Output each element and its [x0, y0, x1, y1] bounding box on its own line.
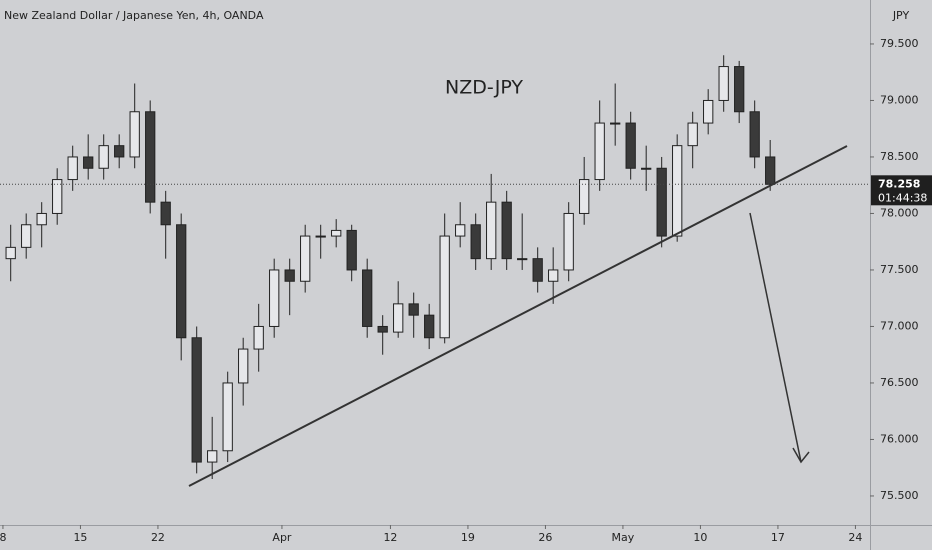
- x-tick-label: 8: [0, 531, 6, 544]
- candle-body: [145, 111, 156, 203]
- plot: [0, 55, 870, 480]
- arrow-shaft: [749, 212, 802, 463]
- candle-body: [641, 167, 652, 170]
- candle-body: [269, 269, 280, 327]
- candle-body: [501, 201, 512, 260]
- candle-body: [656, 167, 667, 237]
- arrow-head: [792, 447, 810, 464]
- candle-body: [191, 337, 202, 463]
- candle-body: [455, 224, 466, 237]
- candle-body: [470, 224, 481, 260]
- candle-body: [563, 212, 574, 271]
- candle-body: [672, 145, 683, 237]
- candle-body: [594, 122, 605, 181]
- candle-body: [687, 122, 698, 147]
- x-tick-label: 24: [848, 531, 862, 544]
- candle-body: [331, 229, 342, 237]
- trend-line: [188, 145, 848, 487]
- candle-body: [238, 348, 249, 384]
- candle-body: [579, 179, 590, 214]
- candle-body: [36, 212, 47, 226]
- candle-body: [718, 66, 729, 101]
- x-tick-label: 17: [771, 531, 785, 544]
- y-tick-label: 77.000: [880, 319, 919, 332]
- last-price-box: [871, 175, 932, 206]
- candle-body: [207, 450, 218, 463]
- symbol-annotation: NZD-JPY: [445, 77, 523, 99]
- candle-body: [129, 111, 140, 158]
- candle-body: [176, 224, 187, 339]
- x-tick-label: 19: [461, 531, 475, 544]
- y-tick-label: 75.500: [880, 489, 919, 502]
- candle-body: [253, 325, 264, 350]
- y-tick-label: 79.500: [880, 37, 919, 50]
- candle-body: [67, 156, 78, 181]
- candle-body: [734, 66, 745, 113]
- candle-body: [83, 156, 94, 169]
- x-tick-label: May: [612, 531, 635, 544]
- candle-body: [749, 111, 760, 158]
- y-tick-label: 79.000: [880, 93, 919, 106]
- x-tick-label: Apr: [272, 531, 292, 544]
- candle-body: [703, 99, 714, 124]
- candle-body: [98, 145, 109, 169]
- y-tick-label: 78.500: [880, 150, 919, 163]
- candle-body: [625, 122, 636, 169]
- x-tick-label: 15: [73, 531, 87, 544]
- y-tick-label: 76.000: [880, 432, 919, 445]
- y-tick-label: 78.000: [880, 206, 919, 219]
- candle-body: [517, 258, 528, 261]
- candle-body: [548, 269, 559, 282]
- candle-body: [439, 235, 450, 339]
- candle-body: [424, 314, 435, 339]
- candle-body: [486, 201, 497, 260]
- x-tick-label: 10: [693, 531, 707, 544]
- y-tick-label: 77.500: [880, 263, 919, 276]
- x-tick-label: 22: [151, 531, 165, 544]
- countdown-label: 01:44:38: [878, 191, 927, 204]
- candle-body: [222, 382, 233, 452]
- candle-body: [393, 303, 404, 333]
- candle-body: [315, 235, 326, 238]
- currency-label: JPY: [892, 9, 910, 22]
- candle-body: [160, 201, 171, 226]
- x-tick-label: 12: [383, 531, 397, 544]
- candle-body: [5, 246, 16, 260]
- last-price-label: 78.258: [878, 177, 920, 190]
- candle-body: [284, 269, 295, 282]
- candle-body: [346, 229, 357, 271]
- candle-body: [377, 325, 388, 333]
- candle-body: [408, 303, 419, 316]
- candle-body: [610, 122, 621, 125]
- candle-body: [362, 269, 373, 327]
- candle-body: [300, 235, 311, 282]
- candle-body: [114, 145, 125, 158]
- y-tick-label: 76.500: [880, 376, 919, 389]
- candle-body: [765, 156, 776, 185]
- candle-body: [52, 179, 63, 214]
- candle-body: [532, 258, 543, 282]
- candle-body: [21, 224, 32, 248]
- x-tick-label: 26: [538, 531, 552, 544]
- chart-title: New Zealand Dollar / Japanese Yen, 4h, O…: [4, 9, 264, 22]
